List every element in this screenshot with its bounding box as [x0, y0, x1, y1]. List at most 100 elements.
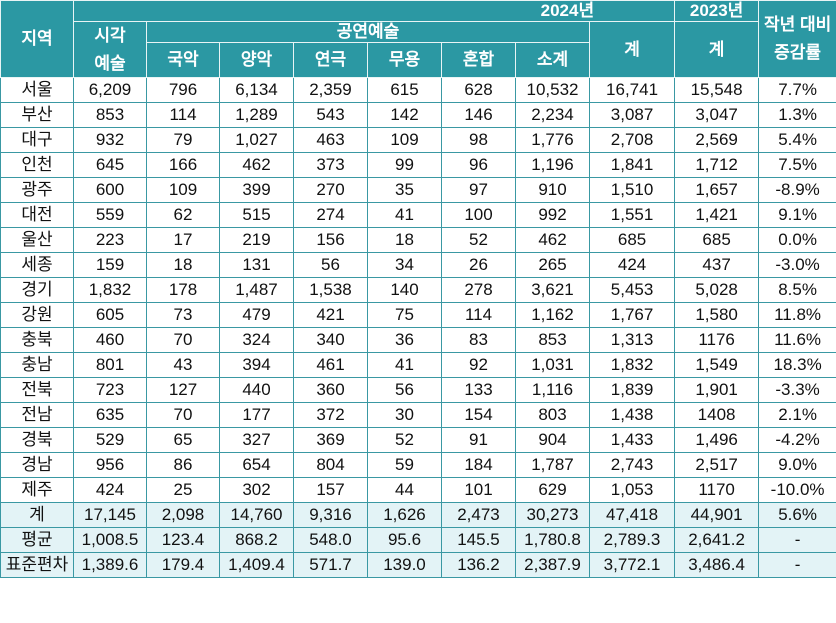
table-row: 부산 853 114 1,289 543 142 146 2,234 3,087 3,047 1.3… [0, 102, 836, 128]
cell-total2023: 1,712 [674, 152, 760, 178]
cell-total2024: 1,551 [588, 202, 676, 228]
cell-theater: 369 [293, 427, 368, 453]
cell-theater: 360 [293, 377, 368, 403]
cell-dance: 142 [367, 102, 442, 128]
cell-theater: 56 [293, 252, 368, 278]
cell-subtotal: 3,621 [515, 277, 590, 303]
cell-total2024: 424 [588, 252, 676, 278]
cell-visual: 460 [73, 327, 147, 353]
cell-theater: 571.7 [293, 552, 368, 578]
cell-dance: 95.6 [367, 527, 442, 553]
cell-change: 11.8% [758, 302, 836, 328]
cell-gukak: 70 [146, 402, 220, 428]
cell-total2024: 1,832 [588, 352, 676, 378]
header-change-line2: 증감률 [774, 43, 822, 62]
cell-gukak: 17 [146, 227, 220, 253]
cell-visual: 605 [73, 302, 147, 328]
cell-dance: 140 [367, 277, 442, 303]
header-visual-line1: 시각 [94, 25, 126, 45]
cell-subtotal: 992 [515, 202, 590, 228]
cell-visual: 801 [73, 352, 147, 378]
cell-gukak: 114 [146, 102, 220, 128]
cell-total2023: 1170 [674, 477, 760, 503]
cell-yangak: 1,487 [219, 277, 294, 303]
cell-region: 대구 [0, 127, 74, 153]
table-row: 경남 956 86 654 804 59 184 1,787 2,743 2,517 9.0% [0, 452, 836, 478]
cell-yangak: 440 [219, 377, 294, 403]
cell-visual: 424 [73, 477, 147, 503]
cell-theater: 463 [293, 127, 368, 153]
cell-visual: 1,832 [73, 277, 147, 303]
cell-yangak: 1,409.4 [219, 552, 294, 578]
cell-region: 강원 [0, 302, 74, 328]
cell-total2023: 1408 [674, 402, 760, 428]
cell-total2023: 1,901 [674, 377, 760, 403]
cell-total2023: 2,569 [674, 127, 760, 153]
header-performing-arts: 공연예술 [146, 21, 590, 43]
cell-visual: 6,209 [73, 77, 147, 103]
cell-subtotal: 10,532 [515, 77, 590, 103]
cell-change: 9.0% [758, 452, 836, 478]
cell-theater: 340 [293, 327, 368, 353]
cell-mixed: 278 [441, 277, 516, 303]
cell-change: 11.6% [758, 327, 836, 353]
table-row: 세종 159 18 131 56 34 26 265 424 437 -3.0% [0, 252, 836, 278]
table-row: 강원 605 73 479 421 75 114 1,162 1,767 1,580 11.8% [0, 302, 836, 328]
cell-total2023: 685 [674, 227, 760, 253]
cell-total2024: 2,789.3 [588, 527, 676, 553]
cell-yangak: 219 [219, 227, 294, 253]
cell-mixed: 83 [441, 327, 516, 353]
cell-total2024: 5,453 [588, 277, 676, 303]
cell-gukak: 127 [146, 377, 220, 403]
cell-yangak: 177 [219, 402, 294, 428]
cell-theater: 548.0 [293, 527, 368, 553]
table-row: 경기 1,832 178 1,487 1,538 140 278 3,621 5,453 5,02… [0, 277, 836, 303]
cell-subtotal: 1,162 [515, 302, 590, 328]
cell-region: 경기 [0, 277, 74, 303]
cell-dance: 109 [367, 127, 442, 153]
cell-gukak: 43 [146, 352, 220, 378]
cell-theater: 421 [293, 302, 368, 328]
cell-dance: 34 [367, 252, 442, 278]
cell-yangak: 302 [219, 477, 294, 503]
cell-total2023: 1,421 [674, 202, 760, 228]
cell-subtotal: 803 [515, 402, 590, 428]
cell-yangak: 1,027 [219, 127, 294, 153]
cell-mixed: 2,473 [441, 502, 516, 528]
cell-change: 7.5% [758, 152, 836, 178]
cell-gukak: 166 [146, 152, 220, 178]
cell-region: 경북 [0, 427, 74, 453]
cell-mixed: 26 [441, 252, 516, 278]
cell-change: - [758, 552, 836, 578]
cell-region: 인천 [0, 152, 74, 178]
cell-gukak: 2,098 [146, 502, 220, 528]
cell-change: -10.0% [758, 477, 836, 503]
cell-dance: 18 [367, 227, 442, 253]
cell-theater: 543 [293, 102, 368, 128]
cell-change: -3.3% [758, 377, 836, 403]
cell-region: 대전 [0, 202, 74, 228]
cell-mixed: 154 [441, 402, 516, 428]
cell-theater: 1,538 [293, 277, 368, 303]
cell-dance: 75 [367, 302, 442, 328]
cell-change: 5.4% [758, 127, 836, 153]
cell-mixed: 146 [441, 102, 516, 128]
cell-change: -4.2% [758, 427, 836, 453]
cell-visual: 645 [73, 152, 147, 178]
cell-theater: 156 [293, 227, 368, 253]
table-row: 전북 723 127 440 360 56 133 1,116 1,839 1,901 -3.3% [0, 377, 836, 403]
table-header: 지역 2024년 2023년 작년 대비 증감률 시각 예술 공연예술 계 계 … [0, 0, 836, 78]
cell-change: 2.1% [758, 402, 836, 428]
table-row: 제주 424 25 302 157 44 101 629 1,053 1170 -10.0% [0, 477, 836, 503]
cell-total2024: 1,433 [588, 427, 676, 453]
cell-yangak: 868.2 [219, 527, 294, 553]
cell-total2023: 5,028 [674, 277, 760, 303]
cell-subtotal: 1,776 [515, 127, 590, 153]
cell-gukak: 62 [146, 202, 220, 228]
cell-theater: 270 [293, 177, 368, 203]
cell-visual: 1,389.6 [73, 552, 147, 578]
cell-gukak: 25 [146, 477, 220, 503]
cell-visual: 223 [73, 227, 147, 253]
cell-yangak: 462 [219, 152, 294, 178]
cell-dance: 99 [367, 152, 442, 178]
